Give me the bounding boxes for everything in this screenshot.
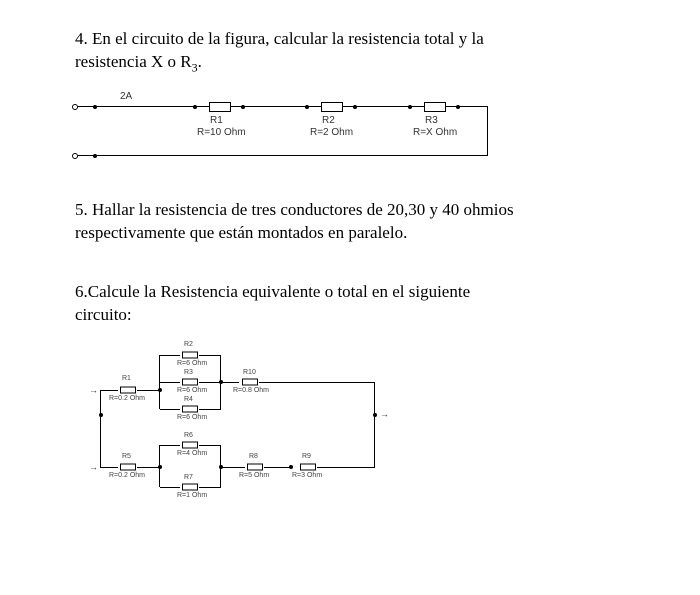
wire	[160, 487, 180, 488]
resistor-r5	[120, 464, 136, 471]
resistor-r2b	[182, 352, 198, 359]
node	[93, 154, 97, 158]
wire	[160, 445, 180, 446]
r7-value: R=1 Ohm	[177, 492, 207, 500]
r1b-name: R1	[122, 375, 131, 383]
resistor-r1b	[120, 387, 136, 394]
node	[289, 465, 293, 469]
wire	[374, 382, 375, 467]
node	[241, 105, 245, 109]
resistor-r9	[300, 464, 316, 471]
wire	[199, 445, 221, 446]
wire	[317, 467, 375, 468]
node	[456, 105, 460, 109]
p4-line2b: .	[198, 52, 202, 71]
node	[305, 105, 309, 109]
node	[408, 105, 412, 109]
resistor-r7	[182, 484, 198, 491]
wire	[199, 382, 221, 383]
wire	[137, 390, 159, 391]
wire	[259, 382, 375, 383]
p4-line1: 4. En el circuito de la figura, calcular…	[75, 29, 484, 48]
problem-5-text: 5. Hallar la resistencia de tres conduct…	[75, 199, 625, 245]
r3-name: R3	[425, 115, 438, 126]
r7-name: R7	[184, 474, 193, 482]
r6-name: R6	[184, 432, 193, 440]
wire	[137, 467, 159, 468]
p6-line1: 6.Calcule la Resistencia equivalente o t…	[75, 282, 470, 301]
problem-4-text: 4. En el circuito de la figura, calcular…	[75, 28, 625, 75]
r4b-value: R=6 Ohm	[177, 414, 207, 422]
arrow-icon: →	[89, 385, 98, 395]
wire	[160, 355, 180, 356]
p6-line2: circuito:	[75, 305, 132, 324]
r3b-value: R=6 Ohm	[177, 387, 207, 395]
r2-name: R2	[322, 115, 335, 126]
wire	[221, 467, 245, 468]
wire	[160, 409, 180, 410]
node	[193, 105, 197, 109]
p4-line2a: resistencia X o R	[75, 52, 192, 71]
r6-value: R=4 Ohm	[177, 450, 207, 458]
arrow-icon: →	[89, 462, 98, 472]
r8-name: R8	[249, 453, 258, 461]
r1-name: R1	[210, 115, 223, 126]
resistor-r3	[424, 102, 446, 112]
r5-value: R=0.2 Ohm	[109, 472, 145, 480]
node	[99, 413, 103, 417]
r9-name: R9	[302, 453, 311, 461]
resistor-r4b	[182, 406, 198, 413]
p5-line1: 5. Hallar la resistencia de tres conduct…	[75, 200, 514, 219]
problem-6-text: 6.Calcule la Resistencia equivalente o t…	[75, 281, 625, 327]
r1-value: R=10 Ohm	[197, 127, 246, 138]
problem-5: 5. Hallar la resistencia de tres conduct…	[75, 199, 625, 245]
resistor-r6	[182, 442, 198, 449]
r8-value: R=5 Ohm	[239, 472, 269, 480]
r10-value: R=0.8 Ohm	[233, 387, 269, 395]
wire	[199, 409, 221, 410]
r2b-name: R2	[184, 341, 193, 349]
circuit-1: 2A R1 R=10 Ohm R2 R=2 Ohm R3 R=X Ohm	[75, 93, 495, 171]
r2-value: R=2 Ohm	[310, 127, 353, 138]
r3-value: R=X Ohm	[413, 127, 457, 138]
problem-6: 6.Calcule la Resistencia equivalente o t…	[75, 281, 625, 507]
wire	[100, 467, 118, 468]
circuit-2: → R1 R=0.2 Ohm R2 R=6 Ohm R3 R=6 Ohm R4 …	[95, 337, 405, 507]
node-in-top	[72, 104, 78, 110]
r1b-value: R=0.2 Ohm	[109, 395, 145, 403]
resistor-r10	[242, 379, 258, 386]
r4b-name: R4	[184, 396, 193, 404]
resistor-r3b	[182, 379, 198, 386]
resistor-r2	[321, 102, 343, 112]
p5-line2: respectivamente que están montados en pa…	[75, 223, 407, 242]
r5-name: R5	[122, 453, 131, 461]
node	[93, 105, 97, 109]
resistor-r1	[209, 102, 231, 112]
current-label: 2A	[120, 91, 132, 102]
wire	[199, 355, 221, 356]
wire-bottom	[78, 155, 488, 156]
wire	[199, 487, 221, 488]
node	[353, 105, 357, 109]
problem-4: 4. En el circuito de la figura, calcular…	[75, 28, 625, 171]
wire	[160, 382, 180, 383]
wire	[159, 445, 160, 487]
node	[373, 413, 377, 417]
node-in-bottom	[72, 153, 78, 159]
r3b-name: R3	[184, 369, 193, 377]
wire	[100, 390, 101, 467]
arrow-icon: →	[380, 409, 389, 419]
resistor-r8	[247, 464, 263, 471]
wire	[264, 467, 290, 468]
wire-right	[487, 106, 488, 156]
wire	[100, 390, 118, 391]
r9-value: R=3 Ohm	[292, 472, 322, 480]
r10-name: R10	[243, 369, 256, 377]
wire	[221, 382, 239, 383]
r2b-value: R=6 Ohm	[177, 360, 207, 368]
